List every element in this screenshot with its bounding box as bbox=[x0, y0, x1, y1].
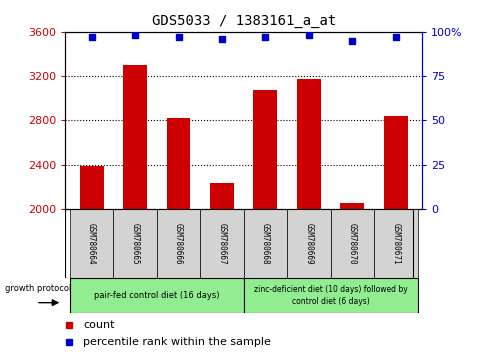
Text: GSM780671: GSM780671 bbox=[391, 223, 399, 264]
FancyBboxPatch shape bbox=[243, 209, 287, 278]
Bar bbox=[123, 65, 147, 209]
FancyBboxPatch shape bbox=[330, 209, 373, 278]
Point bbox=[174, 34, 182, 40]
Bar bbox=[383, 116, 407, 209]
Point bbox=[348, 38, 356, 44]
Point bbox=[304, 33, 312, 38]
Text: GSM780664: GSM780664 bbox=[87, 223, 96, 264]
Point bbox=[131, 33, 138, 38]
Text: GSM780669: GSM780669 bbox=[304, 223, 313, 264]
Bar bbox=[79, 166, 103, 209]
FancyBboxPatch shape bbox=[287, 209, 330, 278]
FancyBboxPatch shape bbox=[243, 278, 417, 313]
Text: GSM780665: GSM780665 bbox=[130, 223, 139, 264]
Point bbox=[88, 34, 95, 40]
Text: GSM780667: GSM780667 bbox=[217, 223, 226, 264]
Text: GSM780668: GSM780668 bbox=[260, 223, 270, 264]
FancyBboxPatch shape bbox=[70, 209, 113, 278]
FancyBboxPatch shape bbox=[200, 209, 243, 278]
Text: percentile rank within the sample: percentile rank within the sample bbox=[83, 337, 271, 347]
Bar bbox=[340, 203, 363, 209]
Point bbox=[218, 36, 226, 42]
Text: GSM780666: GSM780666 bbox=[174, 223, 182, 264]
Bar bbox=[210, 183, 233, 209]
FancyBboxPatch shape bbox=[373, 209, 417, 278]
Text: pair-fed control diet (16 days): pair-fed control diet (16 days) bbox=[94, 291, 219, 300]
Bar bbox=[253, 91, 277, 209]
Bar bbox=[296, 79, 320, 209]
Text: zinc-deficient diet (10 days) followed by
control diet (6 days): zinc-deficient diet (10 days) followed b… bbox=[253, 285, 407, 306]
Text: growth protocol: growth protocol bbox=[5, 284, 72, 293]
Point bbox=[391, 34, 399, 40]
Bar bbox=[166, 118, 190, 209]
FancyBboxPatch shape bbox=[113, 209, 156, 278]
FancyBboxPatch shape bbox=[156, 209, 200, 278]
Point bbox=[261, 34, 269, 40]
Text: GSM780670: GSM780670 bbox=[347, 223, 356, 264]
Title: GDS5033 / 1383161_a_at: GDS5033 / 1383161_a_at bbox=[151, 14, 335, 28]
Text: count: count bbox=[83, 320, 115, 330]
FancyBboxPatch shape bbox=[70, 278, 243, 313]
